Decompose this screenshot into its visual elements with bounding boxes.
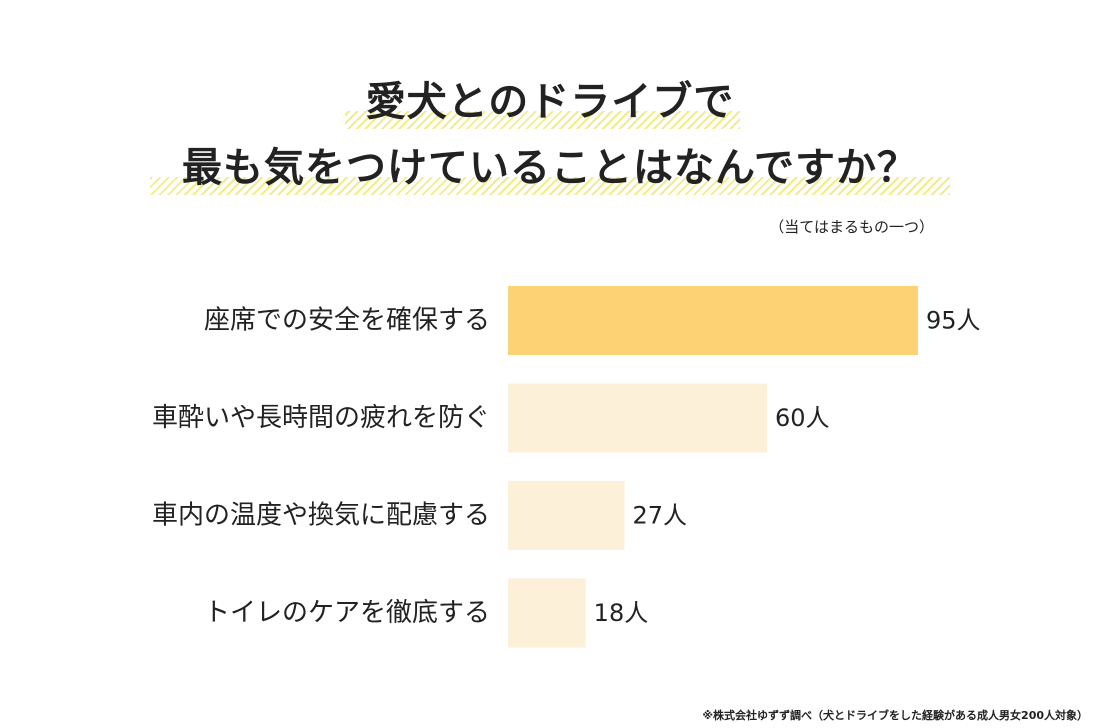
chart-title-text-1: 愛犬とのドライブで xyxy=(365,79,735,125)
chart-title-line-1: 愛犬とのドライブで xyxy=(0,76,1100,128)
value-label-2: 60人 xyxy=(775,404,830,432)
bar-1 xyxy=(508,286,918,355)
category-label-2: 車酔いや長時間の疲れを防ぐ xyxy=(152,403,490,433)
bar-2 xyxy=(508,383,767,453)
category-label-1: 座席での安全を確保する xyxy=(204,306,490,336)
chart-subtitle: （当てはまるもの一つ） xyxy=(769,218,934,236)
title-underline-2 xyxy=(150,177,950,195)
value-label-3: 27人 xyxy=(633,502,688,530)
value-label-4: 18人 xyxy=(594,599,649,627)
chart-title-text-2: 最も気をつけていることはなんですか？ xyxy=(182,145,918,191)
chart-title-line-2: 最も気をつけていることはなんですか？ xyxy=(0,142,1100,194)
value-label-1: 95人 xyxy=(926,307,981,335)
bar-4 xyxy=(508,578,586,648)
category-label-4: トイレのケアを徹底する xyxy=(204,598,490,628)
title-underline-1 xyxy=(345,111,740,129)
category-label-3: 車内の温度や換気に配慮する xyxy=(152,501,490,531)
footnote: ※株式会社ゆずず調べ（犬とドライブをした経験がある成人男女200人対象） xyxy=(702,709,1088,722)
bar-3 xyxy=(508,481,625,550)
